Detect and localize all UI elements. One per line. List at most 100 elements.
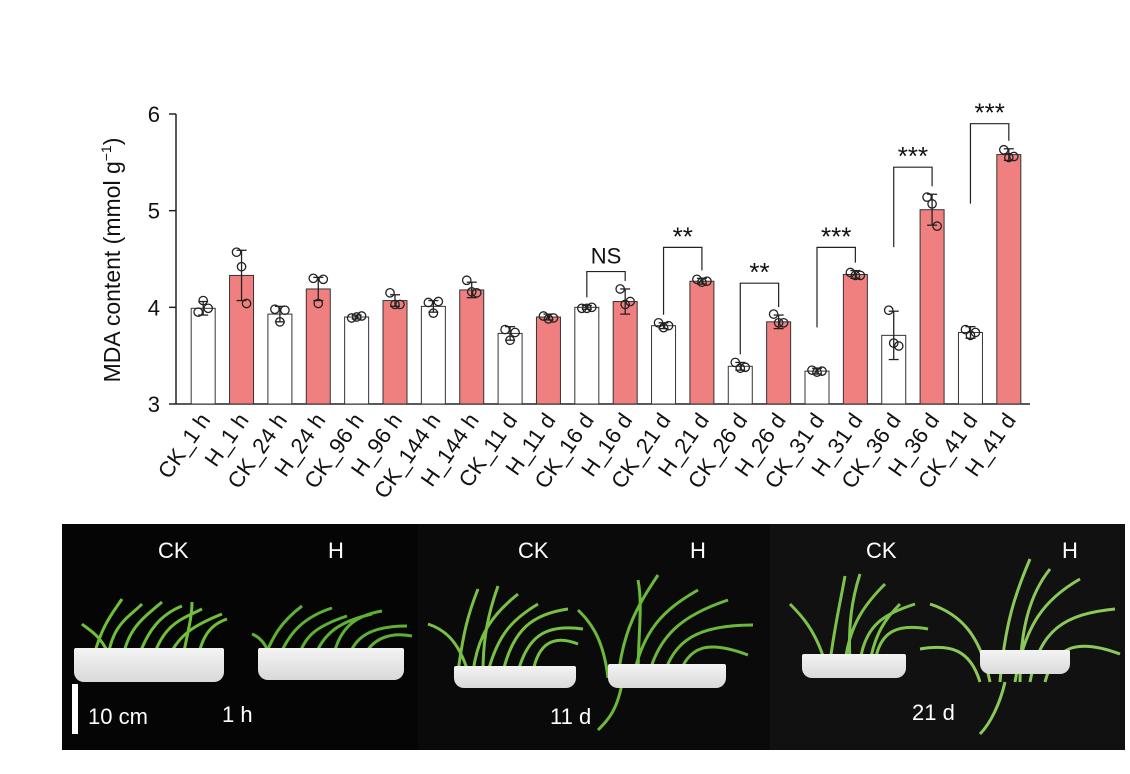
- data-point: [702, 276, 712, 287]
- data-point: [576, 303, 587, 314]
- bar: [420, 305, 446, 405]
- data-point: [390, 299, 400, 310]
- data-point: [193, 307, 204, 318]
- chart-bars: [190, 148, 1022, 405]
- time-label: 1 h: [222, 702, 253, 727]
- scale-bar: [72, 684, 78, 734]
- data-point: [500, 324, 510, 335]
- data-point: [395, 299, 405, 310]
- ck-tray: [802, 654, 906, 678]
- data-point: [812, 367, 822, 377]
- data-point: [697, 277, 707, 288]
- data-point: [433, 296, 444, 307]
- bar: [382, 300, 408, 405]
- data-point: [658, 322, 669, 333]
- h-seedlings: [251, 604, 413, 665]
- data-point: [778, 317, 789, 328]
- data-point: [231, 247, 242, 258]
- data-point: [998, 144, 1009, 155]
- significance-bracket: [586, 270, 626, 298]
- data-point: [466, 287, 477, 297]
- data-point: [385, 287, 395, 298]
- x-tick-labels: CK_1 hH_1 hCK_24 hH_24 hCK_96 hH_96 hCK_…: [153, 409, 1021, 504]
- bar: [574, 306, 600, 405]
- data-point: [970, 327, 981, 338]
- data-point: [548, 313, 559, 323]
- time-label: 21 d: [912, 700, 955, 725]
- significance-bracket: [662, 246, 703, 315]
- data-point: [428, 308, 439, 318]
- bar: [267, 313, 293, 405]
- y-tick-label: 6: [148, 102, 160, 127]
- time-label: 11 d: [550, 704, 592, 729]
- bar: [190, 307, 216, 405]
- ck-tray: [454, 666, 576, 688]
- ck-label: CK: [518, 538, 549, 563]
- h-tray: [608, 664, 726, 688]
- data-point: [280, 305, 290, 316]
- bar: [919, 209, 945, 405]
- bar: [957, 331, 983, 405]
- y-tick-label: 3: [148, 392, 160, 417]
- data-point: [850, 270, 861, 281]
- data-point: [241, 298, 252, 309]
- ck-seedlings: [788, 573, 929, 663]
- data-point: [510, 327, 520, 338]
- data-point: [471, 287, 482, 298]
- y-tick-label: 5: [148, 199, 160, 224]
- scale-label: 10 cm: [88, 704, 148, 729]
- h-tray: [258, 648, 404, 680]
- significance-label: ***: [898, 141, 928, 171]
- data-point: [313, 298, 324, 309]
- ck-seedlings: [80, 598, 228, 663]
- data-point: [965, 330, 976, 341]
- h-seedlings: [919, 558, 1121, 736]
- data-point: [888, 338, 899, 348]
- data-point: [505, 335, 515, 346]
- ck-tray: [74, 648, 224, 682]
- data-point: [586, 302, 597, 313]
- ck-label: CK: [866, 538, 897, 563]
- y-tick-label: 4: [148, 295, 160, 320]
- chart-points: [193, 144, 1019, 377]
- photo-panel-1h: CK H 1 h: [62, 524, 418, 750]
- data-point: [817, 366, 827, 376]
- data-point: [356, 311, 367, 321]
- data-point: [740, 362, 751, 373]
- data-point: [461, 275, 472, 286]
- data-point: [236, 261, 247, 272]
- significance-label: **: [673, 221, 693, 251]
- significance-bracket: [816, 246, 856, 328]
- bar: [996, 154, 1022, 405]
- significance-bracket: [893, 166, 933, 248]
- data-point: [663, 320, 674, 331]
- data-point: [625, 296, 636, 307]
- data-point: [538, 311, 549, 321]
- bar: [651, 325, 677, 405]
- data-point: [198, 295, 209, 306]
- data-point: [203, 303, 214, 314]
- data-point: [346, 313, 357, 323]
- data-point: [275, 316, 285, 327]
- significance-bracket: [739, 282, 780, 355]
- data-point: [615, 284, 626, 294]
- bar: [689, 280, 715, 405]
- data-point: [730, 357, 741, 368]
- significance-brackets: NS*************: [586, 98, 1010, 355]
- data-point: [692, 274, 702, 285]
- h-label: H: [328, 538, 344, 563]
- ck-seedlings: [427, 585, 584, 673]
- data-point: [620, 299, 631, 310]
- data-point: [960, 324, 971, 335]
- data-point: [883, 305, 894, 316]
- data-point: [581, 303, 592, 314]
- data-point: [768, 309, 779, 319]
- data-point: [922, 192, 932, 202]
- data-point: [270, 304, 280, 315]
- h-label: H: [690, 538, 706, 563]
- plant-photo-strip: 10 cm CK H 1 h CK H 11 d CK H: [62, 524, 1125, 750]
- bar: [612, 301, 638, 405]
- h-seedlings: [576, 574, 754, 732]
- significance-label: ***: [974, 98, 1004, 128]
